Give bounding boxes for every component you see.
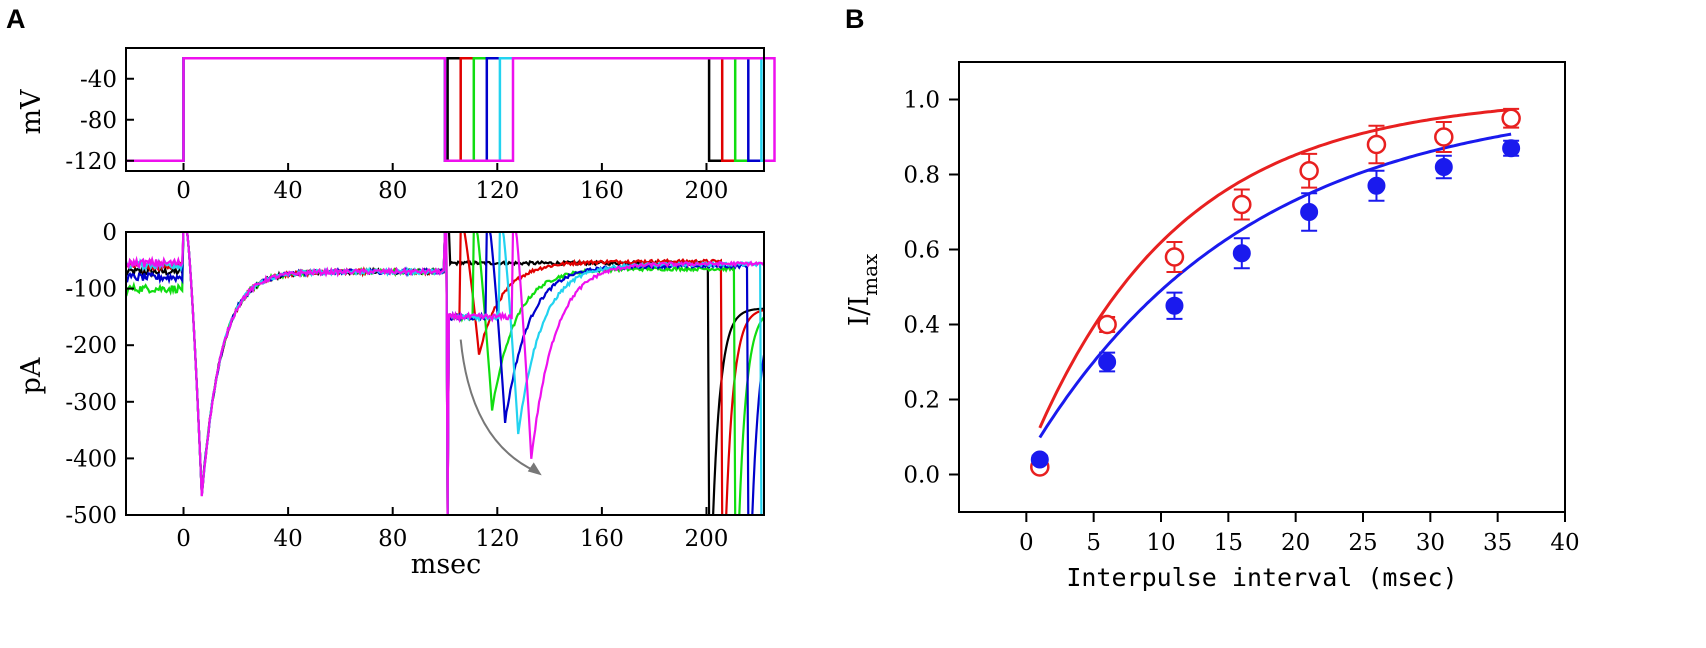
panel-a-voltage-chart: 0 40 80 120 160 200 -40 -80 -120 mV xyxy=(16,47,776,204)
panel-a-current-chart: 0 40 80 120 160 200 0 -100 -200 -300 -400 -500 pA m… xyxy=(16,220,765,580)
recovery-x-axis-label: Interpulse interval (msec) xyxy=(1066,563,1457,592)
recovery-x-tick-label: 25 xyxy=(1348,530,1377,556)
data-point-open-red xyxy=(1232,194,1252,215)
recovery-x-tick-label: 0 xyxy=(1019,530,1034,556)
recovery-y-axis-label-sub: max xyxy=(858,253,882,296)
voltage-traces xyxy=(126,57,776,163)
current-y-axis-label: pA xyxy=(16,357,47,394)
current-traces xyxy=(126,232,764,515)
current-y-tick-label: 0 xyxy=(102,220,117,246)
recovery-plot-frame xyxy=(958,61,1566,513)
recovery-x-tick-label: 40 xyxy=(1550,530,1579,556)
data-point-open-red xyxy=(1434,127,1454,147)
data-point-filled-blue xyxy=(1165,296,1184,315)
recovery-x-tick-label: 30 xyxy=(1416,530,1445,556)
voltage-y-tick-label: -40 xyxy=(80,67,117,93)
data-point-open-red xyxy=(1164,247,1185,267)
voltage-x-tick-label: 200 xyxy=(685,178,729,204)
voltage-x-tick-label: 120 xyxy=(475,178,519,204)
current-y-tick-label: -400 xyxy=(65,446,117,472)
recovery-x-tick-label: 5 xyxy=(1086,530,1101,556)
recovery-x-tick-label: 35 xyxy=(1483,530,1512,556)
panel-b-letter: B xyxy=(845,4,865,34)
recovery-y-tick-label: 1.0 xyxy=(903,88,940,114)
voltage-y-axis-label: mV xyxy=(16,89,47,135)
current-trace-red xyxy=(126,232,764,515)
fit-curve-open-red xyxy=(1038,108,1512,429)
data-point-open-red xyxy=(1299,161,1319,181)
current-y-tick-label: -300 xyxy=(65,390,117,416)
current-trace-blue xyxy=(126,232,764,515)
recovery-y-tick-label: 0.4 xyxy=(903,313,940,339)
voltage-x-tick-label: 40 xyxy=(273,178,302,204)
data-point-open-red xyxy=(1097,314,1117,335)
recovery-y-tick-label: 0.6 xyxy=(903,238,940,264)
voltage-x-tick-label: 0 xyxy=(176,178,191,204)
data-point-filled-blue xyxy=(1030,450,1049,469)
recovery-plot-marks xyxy=(1030,107,1521,477)
data-point-filled-blue xyxy=(1098,353,1117,371)
current-y-tick-label: -200 xyxy=(65,333,117,359)
recovery-x-tick-label: 20 xyxy=(1281,530,1310,556)
voltage-trace-magenta xyxy=(126,57,776,163)
data-point-filled-blue xyxy=(1232,244,1251,263)
recovery-x-tick-label: 15 xyxy=(1214,530,1243,556)
current-x-tick-label: 40 xyxy=(273,526,302,552)
voltage-y-tick-label: -120 xyxy=(65,149,117,175)
voltage-x-tick-label: 80 xyxy=(378,178,407,204)
recovery-arrowhead xyxy=(527,462,542,476)
voltage-y-tick-label: -80 xyxy=(80,108,117,134)
current-x-tick-label: 0 xyxy=(176,526,191,552)
current-x-tick-label: 120 xyxy=(475,526,519,552)
current-x-tick-label: 160 xyxy=(580,526,624,552)
current-x-tick-label: 80 xyxy=(378,526,407,552)
data-point-open-red xyxy=(1501,108,1521,128)
current-x-axis-label: msec xyxy=(411,549,482,580)
current-x-tick-label: 200 xyxy=(685,526,729,552)
current-trace-green xyxy=(126,232,764,515)
current-trace-cyan xyxy=(126,232,763,515)
voltage-x-tick-label: 160 xyxy=(580,178,624,204)
recovery-y-tick-label: 0.0 xyxy=(903,463,940,489)
recovery-axis-ticks: 0 5 10 15 20 25 30 35 40 0.0 0.2 0.4 0.6 0.8 1.0 xyxy=(903,88,1579,557)
current-axis-ticks: 0 40 80 120 160 200 0 -100 -200 -300 -400 -500 xyxy=(65,220,728,552)
data-point-filled-blue xyxy=(1367,176,1386,195)
recovery-y-axis-label-main: I/I xyxy=(844,296,875,326)
recovery-x-tick-label: 10 xyxy=(1146,530,1175,556)
recovery-y-tick-label: 0.2 xyxy=(903,388,940,414)
panel-b-recovery-chart: 0 5 10 15 20 25 30 35 40 0.0 0.2 0.4 0.6 0.8 1.0 I/Ima… xyxy=(844,61,1580,592)
voltage-axis-ticks: 0 40 80 120 160 200 -40 -80 -120 xyxy=(65,67,728,204)
recovery-arrow xyxy=(459,339,537,473)
recovery-y-tick-label: 0.8 xyxy=(903,163,940,189)
data-point-filled-blue xyxy=(1300,203,1319,221)
current-y-tick-label: -500 xyxy=(65,503,117,529)
data-point-filled-blue xyxy=(1434,158,1453,176)
data-point-open-red xyxy=(1366,134,1387,155)
current-plot-frame xyxy=(125,231,765,516)
current-trace-black xyxy=(126,232,764,515)
voltage-plot-frame xyxy=(125,47,765,172)
data-point-filled-blue xyxy=(1502,139,1521,158)
fit-curve-filled-blue xyxy=(1038,132,1512,439)
panel-a-letter: A xyxy=(6,4,26,34)
recovery-y-axis-label: I/Imax xyxy=(844,253,882,326)
current-trace-magenta xyxy=(126,232,764,515)
current-y-tick-label: -100 xyxy=(65,277,117,303)
